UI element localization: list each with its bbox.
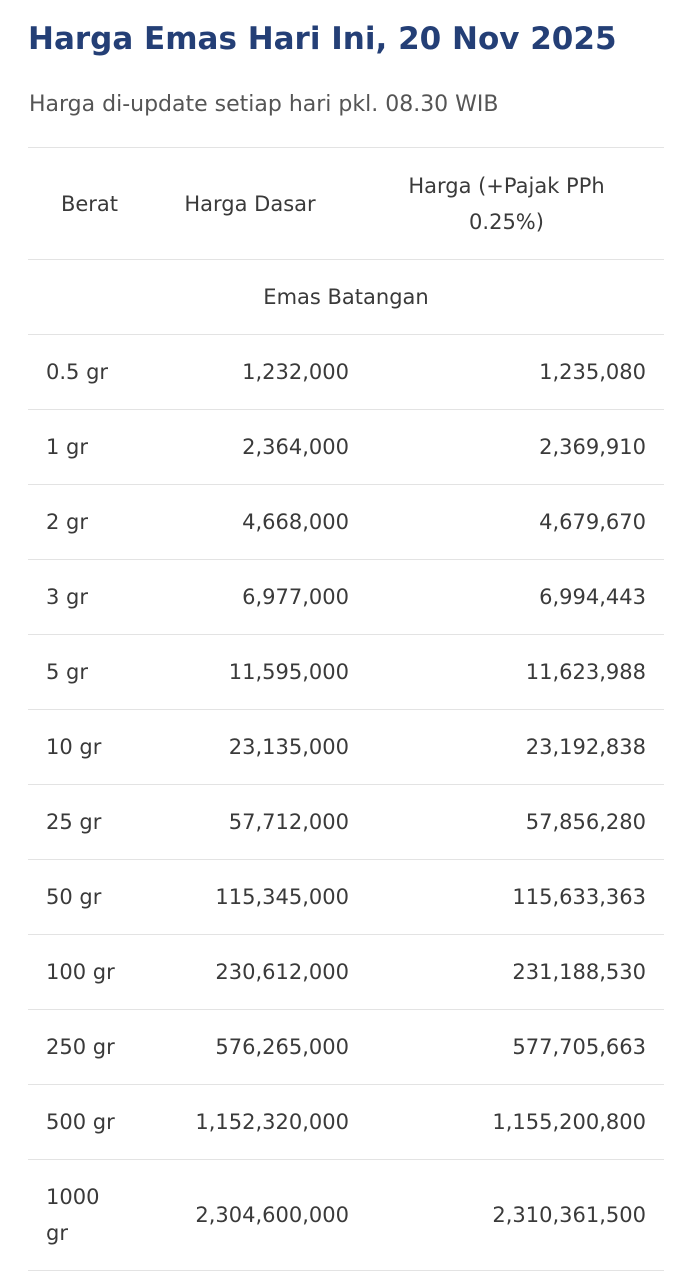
cell-berat: 1 gr [46,435,88,459]
cell-berat: 1000 gr [46,1185,100,1245]
cell-harga-dasar: 576,265,000 [215,1035,349,1059]
cell-harga-pajak: 231,188,530 [512,960,646,984]
column-header-harga-dasar: Harga Dasar [184,191,316,216]
cell-harga-dasar: 11,595,000 [228,660,349,684]
section-row: Emas Batangan [28,259,664,335]
table-header-row: Berat Harga Dasar Harga (+Pajak PPh 0.25… [28,147,664,260]
table-row: 2 gr 4,668,000 4,679,670 [28,484,664,560]
cell-harga-pajak: 1,155,200,800 [492,1110,646,1134]
cell-harga-pajak: 11,623,988 [525,660,646,684]
cell-harga-dasar: 1,232,000 [242,360,349,384]
cell-harga-dasar: 57,712,000 [228,810,349,834]
cell-berat: 100 gr [46,960,115,984]
cell-berat: 5 gr [46,660,88,684]
table-row: 1000 gr 2,304,600,000 2,310,361,500 [28,1159,664,1271]
table-row: 10 gr 23,135,000 23,192,838 [28,709,664,785]
cell-berat: 250 gr [46,1035,115,1059]
table-row: 250 gr 576,265,000 577,705,663 [28,1009,664,1085]
cell-harga-dasar: 6,977,000 [242,585,349,609]
cell-harga-dasar: 23,135,000 [228,735,349,759]
cell-harga-pajak: 57,856,280 [525,810,646,834]
table-row: 1 gr 2,364,000 2,369,910 [28,409,664,485]
cell-harga-dasar: 230,612,000 [215,960,349,984]
page-title: Harga Emas Hari Ini, 20 Nov 2025 [28,21,617,57]
cell-harga-pajak: 115,633,363 [512,885,646,909]
update-note: Harga di-update setiap hari pkl. 08.30 W… [29,92,499,117]
table-row: 100 gr 230,612,000 231,188,530 [28,934,664,1010]
column-header-harga-pajak: Harga (+Pajak PPh 0.25%) [408,173,605,234]
table-row: 3 gr 6,977,000 6,994,443 [28,559,664,635]
cell-berat: 3 gr [46,585,88,609]
cell-harga-pajak: 23,192,838 [525,735,646,759]
cell-harga-dasar: 4,668,000 [242,510,349,534]
cell-berat: 2 gr [46,510,88,534]
cell-berat: 25 gr [46,810,102,834]
cell-harga-pajak: 2,310,361,500 [492,1203,646,1227]
cell-harga-pajak: 577,705,663 [512,1035,646,1059]
cell-harga-dasar: 2,304,600,000 [195,1203,349,1227]
cell-berat: 50 gr [46,885,102,909]
cell-harga-dasar: 2,364,000 [242,435,349,459]
cell-berat: 0.5 gr [46,360,109,384]
column-header-berat: Berat [60,191,119,216]
table-row: 25 gr 57,712,000 57,856,280 [28,784,664,860]
cell-harga-dasar: 1,152,320,000 [195,1110,349,1134]
table-row: 500 gr 1,152,320,000 1,155,200,800 [28,1084,664,1160]
cell-harga-pajak: 1,235,080 [539,360,646,384]
table-row: 50 gr 115,345,000 115,633,363 [28,859,664,935]
table-row: 5 gr 11,595,000 11,623,988 [28,634,664,710]
cell-harga-dasar: 115,345,000 [215,885,349,909]
table-row: 0.5 gr 1,232,000 1,235,080 [28,334,664,410]
section-label: Emas Batangan [263,285,429,309]
cell-harga-pajak: 4,679,670 [539,510,646,534]
cell-berat: 500 gr [46,1110,115,1134]
cell-berat: 10 gr [46,735,102,759]
cell-harga-pajak: 6,994,443 [539,585,646,609]
cell-harga-pajak: 2,369,910 [539,435,646,459]
gold-price-table: Berat Harga Dasar Harga (+Pajak PPh 0.25… [28,147,664,1271]
